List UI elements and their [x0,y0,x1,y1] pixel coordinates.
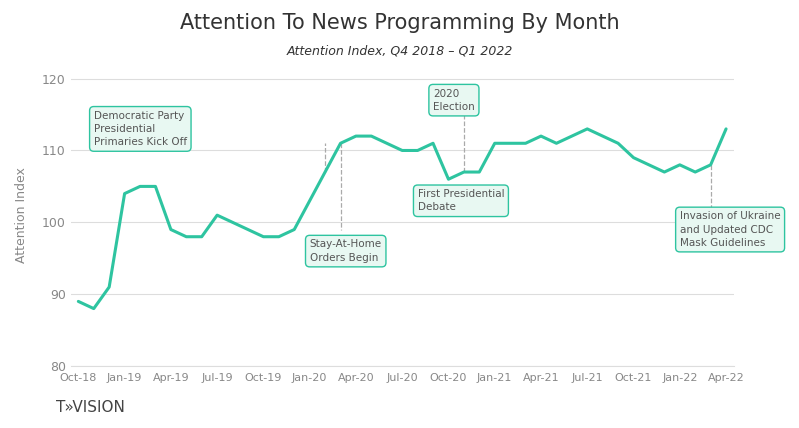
Text: Attention Index, Q4 2018 – Q1 2022: Attention Index, Q4 2018 – Q1 2022 [286,45,513,58]
Y-axis label: Attention Index: Attention Index [15,167,28,263]
Text: 2020
Election: 2020 Election [433,89,475,112]
Text: T»VISION: T»VISION [56,400,125,415]
Text: First Presidential
Debate: First Presidential Debate [418,189,504,212]
Text: Democratic Party
Presidential
Primaries Kick Off: Democratic Party Presidential Primaries … [93,111,187,147]
Text: Attention To News Programming By Month: Attention To News Programming By Month [180,13,619,33]
Text: Stay-At-Home
Orders Begin: Stay-At-Home Orders Begin [310,240,382,263]
Text: Invasion of Ukraine
and Updated CDC
Mask Guidelines: Invasion of Ukraine and Updated CDC Mask… [680,211,781,248]
